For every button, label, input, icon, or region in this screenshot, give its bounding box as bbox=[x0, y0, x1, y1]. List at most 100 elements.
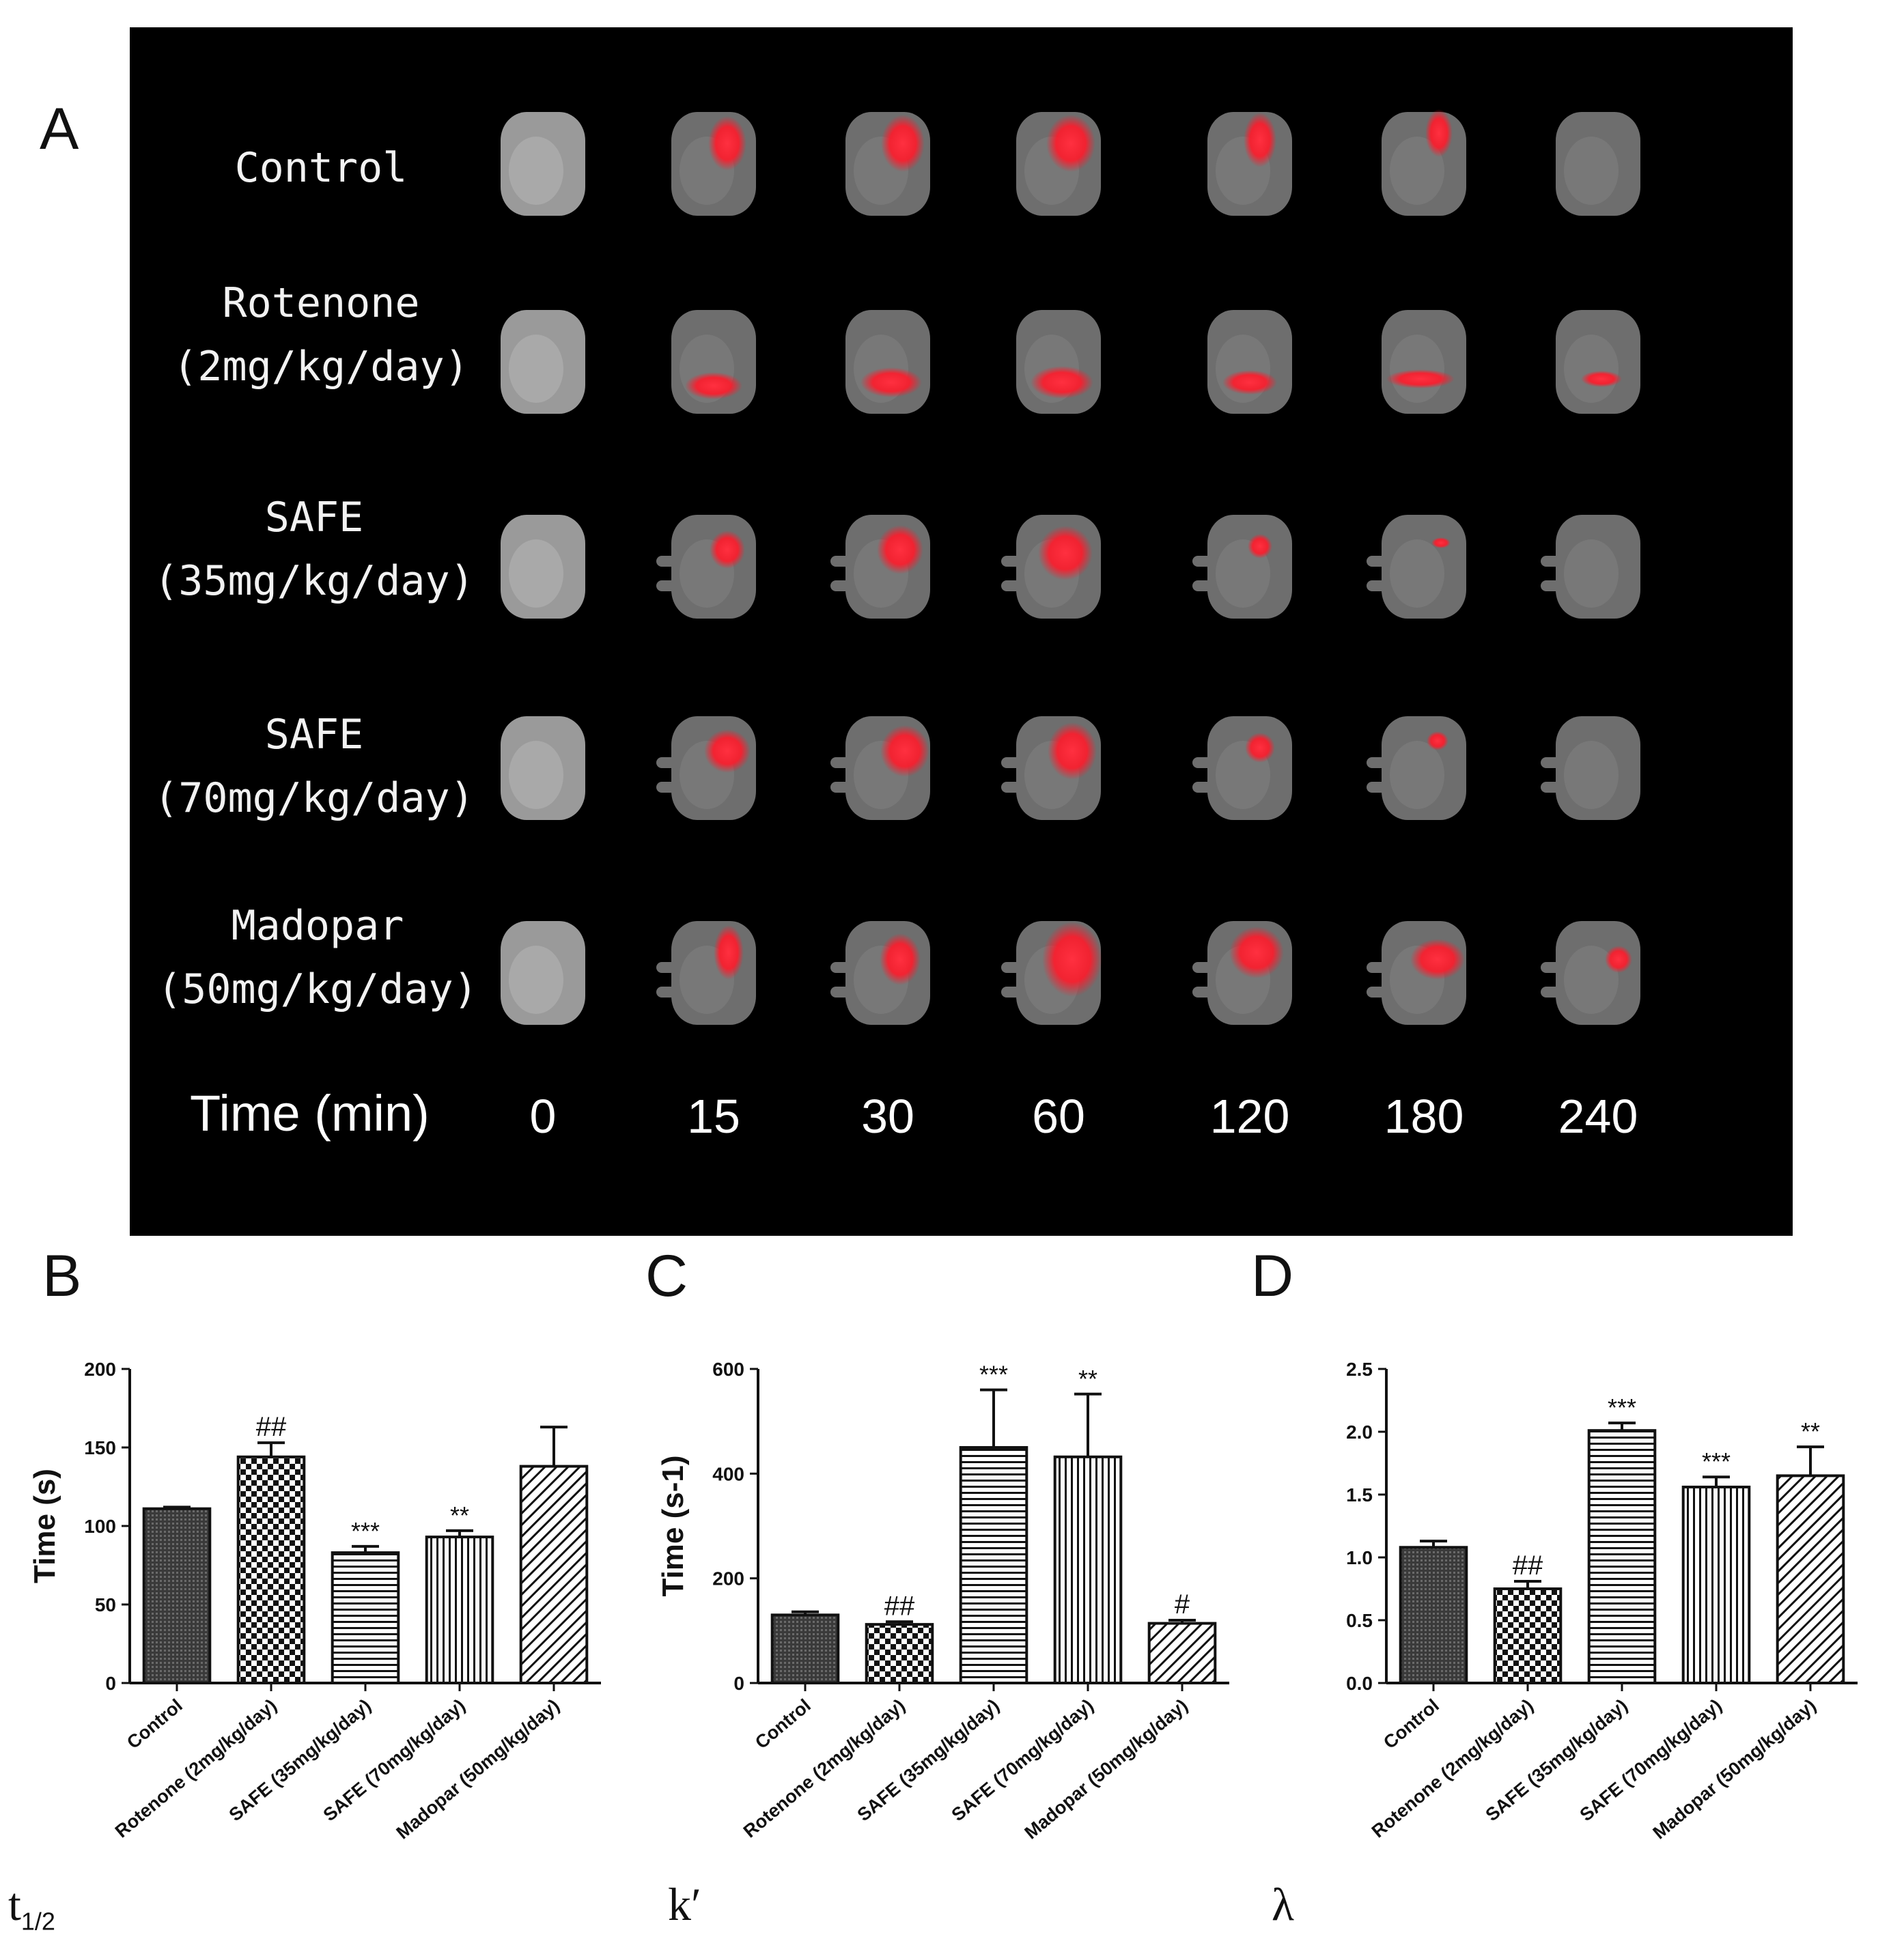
brain-slice bbox=[1016, 112, 1101, 216]
brain-slice bbox=[656, 921, 756, 1025]
x-tick-label: Rotenone (2mg/kg/day) bbox=[740, 1695, 909, 1842]
significance-label: # bbox=[1175, 1589, 1190, 1620]
y-tick-label: 600 bbox=[712, 1359, 744, 1380]
brain-slice bbox=[1541, 716, 1640, 820]
panel-letter-b: B bbox=[42, 1243, 82, 1309]
chart-c: 0 200 400 600 Time (s-1) Control ## Rotenone (2… bbox=[656, 1359, 1229, 1843]
brain-slice bbox=[830, 515, 930, 619]
y-axis-label: Time (s) bbox=[28, 1469, 61, 1583]
brain-slice bbox=[1382, 109, 1466, 216]
y-tick-label: 2.0 bbox=[1346, 1422, 1373, 1443]
significance-label: *** bbox=[1702, 1447, 1731, 1475]
brain-slice bbox=[501, 112, 585, 216]
chart-d: 0.0 0.5 1.0 1.5 2.0 2.5 Control ## Rotenone (2mg… bbox=[1346, 1359, 1858, 1843]
brain-slice bbox=[1001, 716, 1101, 820]
bar bbox=[865, 1623, 934, 1684]
bar bbox=[1147, 1622, 1217, 1685]
x-tick-label: Madopar (50mg/kg/day) bbox=[1649, 1695, 1820, 1843]
panel-letter-c: C bbox=[645, 1243, 688, 1309]
metric-label-t: t bbox=[8, 1878, 21, 1930]
bar bbox=[1587, 1429, 1657, 1684]
x-tick-label: Control bbox=[751, 1695, 815, 1753]
bar bbox=[1399, 1546, 1468, 1684]
bar bbox=[1681, 1485, 1751, 1685]
bar bbox=[519, 1465, 589, 1684]
bar bbox=[331, 1551, 400, 1684]
y-tick-label: 200 bbox=[84, 1359, 116, 1380]
y-tick-label: 2.5 bbox=[1346, 1359, 1373, 1380]
bar bbox=[1053, 1455, 1123, 1685]
y-tick-label: 0 bbox=[733, 1673, 744, 1694]
significance-label: *** bbox=[351, 1517, 380, 1545]
brain-slice bbox=[671, 310, 756, 414]
time-tick-label: 120 bbox=[1209, 1090, 1290, 1143]
panel-a-image-grid: Control Rotenone (2mg/kg/day) SAFE (35mg… bbox=[130, 27, 1793, 1236]
brain-slice bbox=[1556, 112, 1640, 216]
brain-slice bbox=[1016, 310, 1101, 414]
significance-label: *** bbox=[1608, 1394, 1636, 1422]
bar bbox=[1493, 1587, 1563, 1684]
brain-slice bbox=[501, 515, 585, 619]
brain-slice bbox=[671, 112, 756, 216]
y-tick-label: 400 bbox=[712, 1463, 744, 1484]
bar bbox=[959, 1446, 1028, 1684]
brain-slice bbox=[1541, 515, 1640, 619]
brain-slice bbox=[1207, 310, 1292, 414]
brain-slice bbox=[1192, 716, 1292, 820]
row-label-safe-70: SAFE (70mg/kg/day) bbox=[154, 711, 475, 822]
x-tick-label: Control bbox=[123, 1695, 186, 1753]
brain-slice bbox=[1001, 921, 1102, 1025]
bar bbox=[1776, 1474, 1845, 1684]
significance-label: ** bbox=[1078, 1365, 1097, 1393]
y-tick-label: 1.0 bbox=[1346, 1547, 1373, 1568]
time-tick-label: 240 bbox=[1558, 1090, 1638, 1143]
y-tick-label: 150 bbox=[84, 1437, 116, 1458]
brain-slice bbox=[1382, 310, 1466, 414]
significance-label: ## bbox=[256, 1412, 287, 1442]
bar bbox=[425, 1536, 494, 1684]
brain-slice bbox=[1367, 515, 1466, 619]
metric-label-t-sub: 1/2 bbox=[20, 1907, 55, 1936]
brain-slice bbox=[1541, 921, 1640, 1025]
x-tick-label: Madopar (50mg/kg/day) bbox=[393, 1695, 563, 1843]
panel-letter-a: A bbox=[40, 96, 79, 162]
metric-label-k-prime: k′ bbox=[668, 1878, 701, 1930]
brain-slice bbox=[501, 921, 585, 1025]
significance-label: ** bbox=[1801, 1417, 1820, 1445]
x-tick-label: Rotenone (2mg/kg/day) bbox=[111, 1695, 281, 1842]
x-tick-label: Control bbox=[1380, 1695, 1443, 1753]
brain-slice bbox=[1367, 716, 1466, 820]
brain-slice bbox=[1207, 112, 1292, 216]
y-tick-label: 1.5 bbox=[1346, 1484, 1373, 1505]
brain-slice bbox=[830, 921, 930, 1025]
time-axis-label: Time (min) bbox=[190, 1085, 430, 1142]
brain-slice bbox=[501, 716, 585, 820]
panel-letter-d: D bbox=[1251, 1243, 1294, 1309]
y-tick-label: 0.5 bbox=[1346, 1610, 1373, 1631]
brain-slice bbox=[656, 515, 756, 619]
y-tick-label: 100 bbox=[84, 1516, 116, 1537]
y-tick-label: 200 bbox=[712, 1568, 744, 1589]
time-tick-label: 15 bbox=[687, 1090, 740, 1143]
metric-label-t-half: t1/2 bbox=[8, 1878, 55, 1936]
brain-slice bbox=[1556, 310, 1640, 414]
metric-label-lambda: λ bbox=[1272, 1878, 1294, 1930]
brain-slice bbox=[830, 716, 930, 820]
brain-slice bbox=[656, 716, 756, 820]
y-tick-label: 0.0 bbox=[1346, 1673, 1373, 1694]
brain-slice bbox=[501, 310, 585, 414]
brain-slice bbox=[845, 112, 930, 216]
bar bbox=[236, 1455, 306, 1685]
significance-label: ## bbox=[884, 1591, 915, 1621]
row-label-madopar: Madopar (50mg/kg/day) bbox=[157, 902, 478, 1013]
significance-label: *** bbox=[979, 1361, 1008, 1389]
brain-slice bbox=[845, 310, 930, 414]
y-tick-label: 0 bbox=[105, 1673, 116, 1694]
bar bbox=[142, 1507, 212, 1684]
row-label-control: Control bbox=[234, 144, 408, 192]
brain-slice bbox=[1192, 515, 1292, 619]
time-tick-label: 180 bbox=[1384, 1090, 1464, 1143]
row-label-safe-35: SAFE (35mg/kg/day) bbox=[154, 494, 475, 605]
y-axis-label: Time (s-1) bbox=[656, 1455, 690, 1596]
